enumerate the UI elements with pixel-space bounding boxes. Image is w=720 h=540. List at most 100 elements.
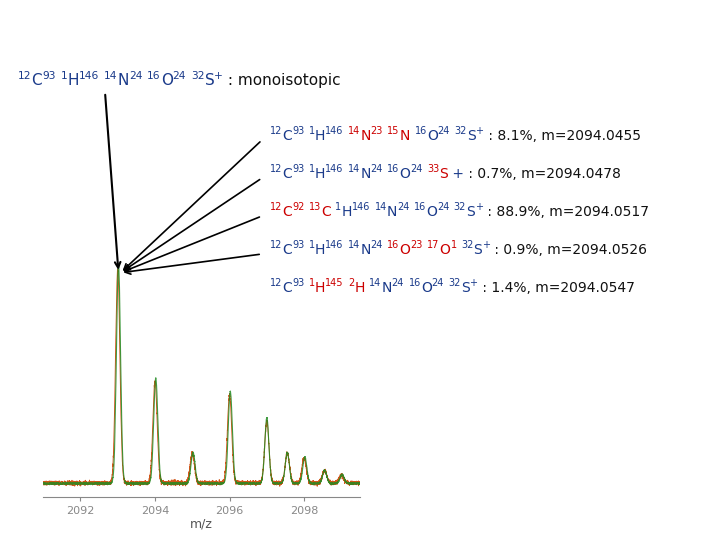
- Text: N: N: [117, 73, 129, 88]
- Text: C: C: [282, 243, 292, 257]
- Text: 24: 24: [371, 165, 383, 174]
- Text: S: S: [467, 129, 475, 143]
- Text: O: O: [440, 243, 451, 257]
- Text: +: +: [449, 167, 464, 181]
- Text: +: +: [482, 240, 490, 251]
- Text: 24: 24: [437, 202, 449, 213]
- Text: 12: 12: [270, 165, 282, 174]
- Text: 16: 16: [415, 126, 427, 137]
- Text: O: O: [420, 281, 431, 295]
- Text: 1: 1: [309, 279, 315, 288]
- Text: 33: 33: [427, 165, 439, 174]
- Text: 32: 32: [449, 279, 461, 288]
- Text: 1: 1: [336, 202, 341, 213]
- Text: C: C: [32, 73, 42, 88]
- Text: 16: 16: [414, 202, 426, 213]
- Text: 32: 32: [454, 126, 467, 137]
- Text: 24: 24: [410, 165, 423, 174]
- Text: 16: 16: [408, 279, 420, 288]
- Text: S: S: [466, 205, 475, 219]
- X-axis label: m/z: m/z: [190, 517, 213, 530]
- Text: H: H: [315, 129, 325, 143]
- Text: O: O: [161, 73, 173, 88]
- Text: O: O: [400, 243, 410, 257]
- Text: 145: 145: [325, 279, 343, 288]
- Text: 12: 12: [18, 71, 32, 81]
- Text: 93: 93: [292, 126, 305, 137]
- Text: 16: 16: [387, 240, 400, 251]
- Text: : 1.4%, m=2094.0547: : 1.4%, m=2094.0547: [477, 281, 634, 295]
- Text: 15: 15: [387, 126, 400, 137]
- Text: 93: 93: [292, 240, 305, 251]
- Text: +: +: [475, 126, 484, 137]
- Text: 1: 1: [309, 240, 315, 251]
- Text: 146: 146: [352, 202, 370, 213]
- Text: 146: 146: [325, 240, 343, 251]
- Text: 14: 14: [348, 240, 360, 251]
- Text: : 0.7%, m=2094.0478: : 0.7%, m=2094.0478: [464, 167, 621, 181]
- Text: 32: 32: [454, 202, 466, 213]
- Text: 17: 17: [427, 240, 440, 251]
- Text: O: O: [400, 167, 410, 181]
- Text: 14: 14: [348, 165, 360, 174]
- Text: N: N: [360, 167, 371, 181]
- Text: 146: 146: [325, 165, 343, 174]
- Text: C: C: [282, 167, 292, 181]
- Text: 93: 93: [292, 165, 305, 174]
- Text: 14: 14: [369, 279, 382, 288]
- Text: S: S: [439, 167, 449, 181]
- Text: 146: 146: [78, 71, 99, 81]
- Text: C: C: [321, 205, 331, 219]
- Text: H: H: [315, 243, 325, 257]
- Text: +: +: [215, 71, 223, 81]
- Text: 92: 92: [292, 202, 305, 213]
- Text: 24: 24: [431, 279, 444, 288]
- Text: N: N: [360, 243, 371, 257]
- Text: 1: 1: [451, 240, 456, 251]
- Text: C: C: [282, 205, 292, 219]
- Text: +: +: [475, 202, 483, 213]
- Text: 16: 16: [387, 165, 400, 174]
- Text: 13: 13: [309, 202, 321, 213]
- Text: 1: 1: [60, 71, 67, 81]
- Text: C: C: [282, 281, 292, 295]
- Text: 23: 23: [410, 240, 423, 251]
- Text: : 8.1%, m=2094.0455: : 8.1%, m=2094.0455: [484, 129, 641, 143]
- Text: S: S: [473, 243, 482, 257]
- Text: H: H: [315, 167, 325, 181]
- Text: Isotopic pattern of peptides: Isotopic pattern of peptides: [101, 25, 452, 45]
- Text: 146: 146: [325, 126, 343, 137]
- Text: 12: 12: [270, 126, 282, 137]
- Text: : 88.9%, m=2094.0517: : 88.9%, m=2094.0517: [483, 205, 649, 219]
- Text: +: +: [469, 279, 477, 288]
- Text: 2: 2: [348, 279, 354, 288]
- Text: S: S: [461, 281, 469, 295]
- Text: : monoisotopic: : monoisotopic: [223, 73, 341, 88]
- Text: 1: 1: [309, 126, 315, 137]
- Text: : 0.9%, m=2094.0526: : 0.9%, m=2094.0526: [490, 243, 647, 257]
- Text: 24: 24: [438, 126, 450, 137]
- Text: 23: 23: [371, 126, 383, 137]
- Text: 32: 32: [191, 71, 204, 81]
- Text: H: H: [67, 73, 78, 88]
- Text: 14: 14: [348, 126, 360, 137]
- Text: N: N: [382, 281, 392, 295]
- Text: 93: 93: [292, 279, 305, 288]
- Text: 93: 93: [42, 71, 55, 81]
- Text: 14: 14: [374, 202, 387, 213]
- Text: 24: 24: [397, 202, 410, 213]
- Text: H: H: [315, 281, 325, 295]
- Text: 24: 24: [129, 71, 143, 81]
- Text: 24: 24: [371, 240, 383, 251]
- Text: N: N: [387, 205, 397, 219]
- Text: 32: 32: [461, 240, 473, 251]
- Text: N: N: [360, 129, 371, 143]
- Text: 12: 12: [270, 202, 282, 213]
- Text: 24: 24: [392, 279, 404, 288]
- Text: 16: 16: [147, 71, 161, 81]
- Text: 12: 12: [270, 240, 282, 251]
- Text: 24: 24: [173, 71, 186, 81]
- Text: 14: 14: [104, 71, 117, 81]
- Text: N: N: [400, 129, 410, 143]
- Text: 12: 12: [270, 279, 282, 288]
